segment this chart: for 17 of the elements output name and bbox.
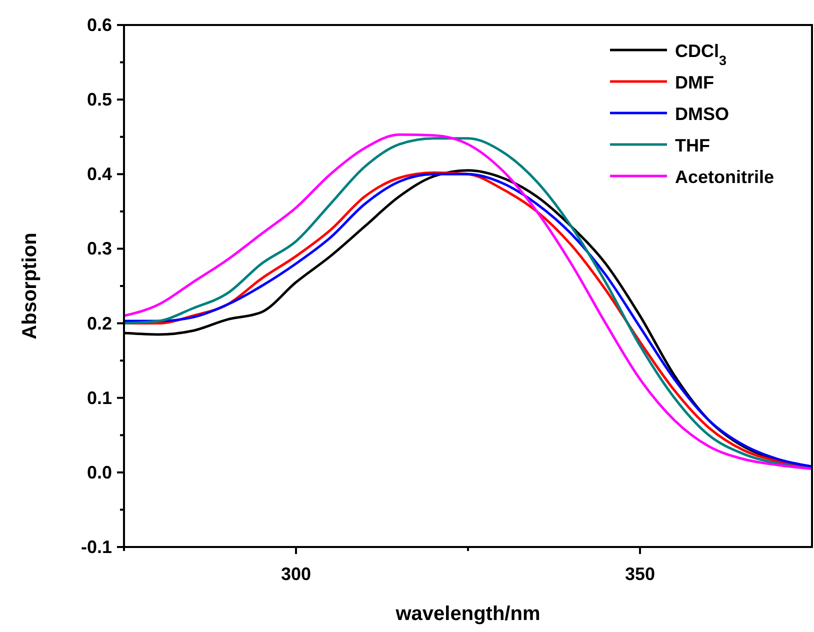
legend-label: DMF: [675, 72, 714, 92]
legend-label: CDCl$_{3}$: [675, 41, 727, 68]
x-tick-label: 300: [280, 564, 312, 584]
y-tick-label: 0.2: [86, 313, 112, 334]
x-tick-label: 350: [624, 564, 656, 584]
y-tick-label: 0.0: [86, 462, 112, 482]
y-tick-label: 0.6: [86, 15, 112, 35]
x-axis-title: wavelength/nm: [394, 603, 540, 625]
y-axis-title: Absorption: [19, 232, 41, 340]
y-tick-label: 0.1: [86, 388, 112, 408]
legend-label: Acetonitrile: [675, 167, 774, 187]
y-tick-label: 0.3: [86, 238, 112, 259]
y-tick-label: -0.1: [80, 537, 112, 557]
legend-label: DMSO: [675, 104, 729, 124]
y-tick-label: 0.5: [86, 90, 112, 110]
legend-label: THF: [675, 136, 710, 156]
y-tick-label: 0.4: [86, 164, 112, 184]
